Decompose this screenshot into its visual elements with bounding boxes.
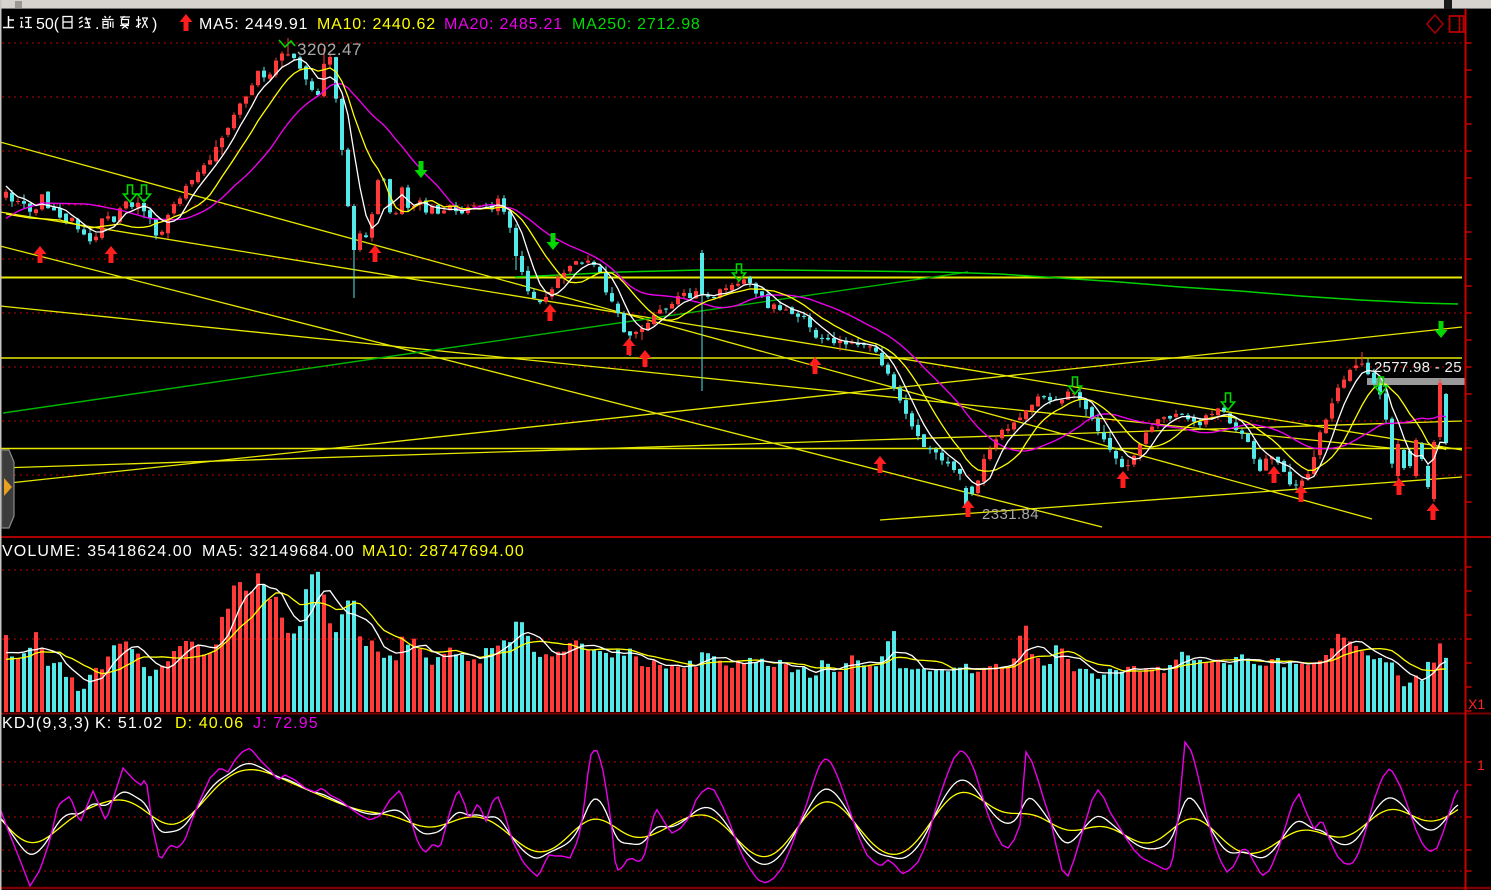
svg-text:MA20: 2485.21: MA20: 2485.21 xyxy=(444,16,563,33)
svg-text:MA5: 32149684.00: MA5: 32149684.00 xyxy=(202,543,355,560)
svg-text:KDJ(9,3,3): KDJ(9,3,3) xyxy=(2,715,90,732)
svg-text:2331.84: 2331.84 xyxy=(982,506,1039,523)
svg-text:VOLUME: 35418624.00: VOLUME: 35418624.00 xyxy=(2,543,193,560)
svg-text:X1: X1 xyxy=(1468,696,1485,712)
svg-text:K: 51.02: K: 51.02 xyxy=(95,715,163,732)
svg-text:MA250: 2712.98: MA250: 2712.98 xyxy=(572,16,701,33)
svg-text:D: 40.06: D: 40.06 xyxy=(175,715,244,732)
svg-text:): ) xyxy=(152,16,157,33)
svg-text:J: 72.95: J: 72.95 xyxy=(253,715,319,732)
svg-text:.: . xyxy=(95,16,99,33)
svg-text:MA5: 2449.91: MA5: 2449.91 xyxy=(199,16,308,33)
svg-text:3202.47: 3202.47 xyxy=(297,40,362,59)
svg-text:2577.98 - 25: 2577.98 - 25 xyxy=(1374,359,1462,376)
svg-text:MA10: 2440.62: MA10: 2440.62 xyxy=(317,16,436,33)
svg-text:50(: 50( xyxy=(36,16,60,33)
svg-text:1: 1 xyxy=(1477,757,1485,773)
svg-text:MA10: 28747694.00: MA10: 28747694.00 xyxy=(362,543,525,560)
